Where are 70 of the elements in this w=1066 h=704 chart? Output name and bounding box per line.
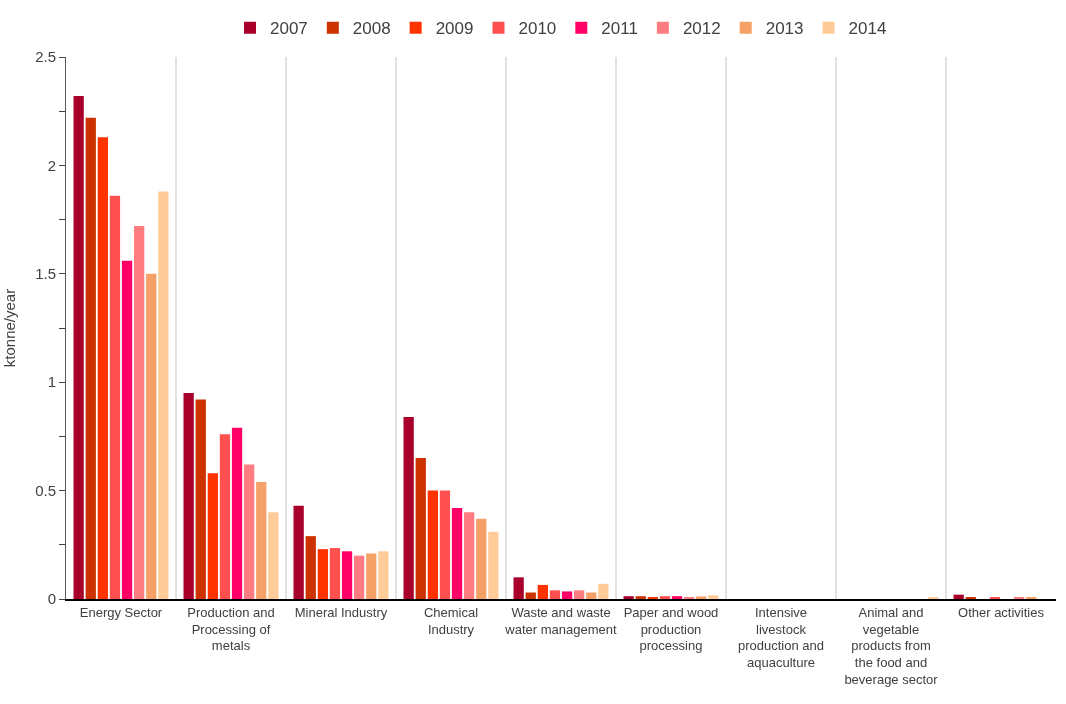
bar — [97, 137, 108, 599]
bar — [146, 273, 157, 599]
legend-label: 2014 — [848, 19, 887, 39]
bar — [195, 399, 206, 599]
bar — [244, 464, 255, 599]
bar — [158, 191, 169, 599]
bar — [256, 481, 267, 599]
bar — [109, 195, 121, 599]
bar — [85, 117, 96, 599]
bar — [439, 490, 451, 599]
x-tick-label: Animal and vegetable products from the food and beverage sector — [844, 604, 939, 688]
bar — [305, 536, 316, 599]
bar — [366, 553, 377, 599]
y-tick-label: 0 — [47, 590, 56, 608]
bar — [451, 507, 463, 599]
x-tick-label: Energy Sector — [79, 604, 163, 620]
legend-label: 2007 — [270, 19, 308, 39]
x-tick-label: Chemical Industry — [423, 604, 479, 637]
bar — [659, 596, 671, 599]
bar — [464, 512, 475, 599]
bar — [476, 518, 487, 599]
x-tick-label: Mineral Industry — [294, 604, 388, 620]
bar — [231, 427, 243, 599]
bar — [403, 416, 414, 599]
bar — [671, 596, 683, 599]
bar — [623, 596, 634, 599]
bar — [268, 512, 279, 599]
bar — [207, 473, 218, 599]
legend-label: 2010 — [518, 19, 557, 39]
x-tick-label: Waste and waste water management — [504, 604, 618, 637]
bar — [586, 592, 597, 599]
bar — [183, 393, 194, 599]
bar — [598, 583, 609, 599]
x-tick-label: Paper and wood production processing — [623, 604, 719, 654]
bar — [378, 551, 389, 599]
bar — [219, 434, 231, 599]
bar — [73, 96, 84, 599]
y-tick-label: 2.5 — [35, 48, 56, 66]
y-tick-label: 2 — [47, 156, 56, 174]
bar — [341, 551, 353, 599]
y-tick-label: 0.5 — [35, 481, 56, 499]
x-tick-label: Intensive livestock production and aquaculture — [737, 604, 825, 671]
bar — [134, 226, 145, 599]
x-tick-label: Other activities — [958, 604, 1045, 620]
y-axis-title: ktonne/year — [1, 288, 19, 368]
bar — [549, 590, 561, 599]
bar — [574, 590, 585, 599]
legend-label: 2013 — [765, 19, 804, 39]
y-tick-label: 1.5 — [35, 265, 56, 283]
x-tick-label: Production and Processing of metals — [187, 604, 275, 654]
bar — [708, 595, 719, 599]
legend-label: 2008 — [352, 19, 391, 39]
bar — [635, 596, 646, 599]
bar — [354, 555, 365, 599]
legend-label: 2011 — [601, 19, 638, 39]
bar — [525, 592, 536, 599]
y-tick-label: 1 — [47, 373, 56, 391]
bar — [415, 458, 426, 599]
legend-label: 2012 — [682, 19, 721, 39]
bar — [537, 584, 548, 599]
bar — [121, 260, 133, 599]
bar — [329, 548, 341, 599]
legend-label: 2009 — [435, 19, 474, 39]
bar — [293, 505, 304, 599]
bar — [513, 577, 524, 599]
bar — [317, 549, 328, 599]
bar — [696, 596, 707, 599]
bar — [427, 490, 438, 599]
bar — [561, 591, 573, 599]
bar — [488, 531, 499, 599]
